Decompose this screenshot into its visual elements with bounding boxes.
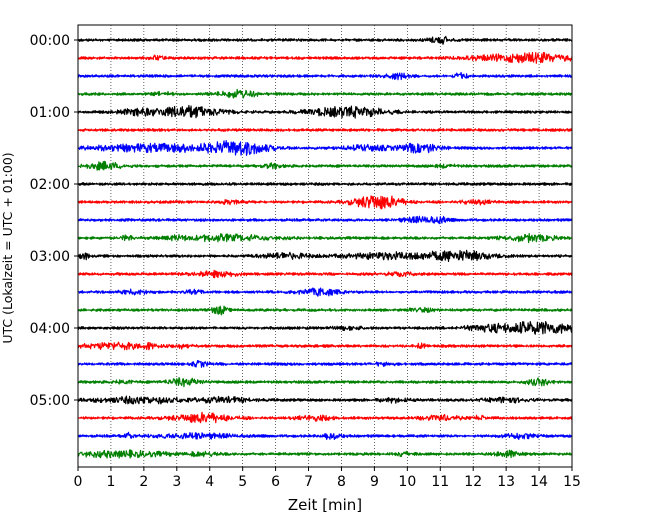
trace-0300 [77, 249, 573, 263]
x-tick-label: 0 [74, 474, 83, 490]
trace-0415 [77, 341, 573, 351]
trace-0215 [77, 195, 573, 210]
x-tick-label: 11 [431, 474, 449, 490]
trace-0330 [77, 287, 573, 297]
y-tick-label: 04:00 [30, 321, 70, 337]
trace-0515 [77, 411, 573, 424]
x-tick-label: 15 [563, 474, 581, 490]
x-tick-label: 10 [398, 474, 416, 490]
trace-0400 [77, 321, 573, 335]
x-tick-label: 13 [497, 474, 515, 490]
y-tick-label: 01:00 [30, 105, 70, 121]
trace-0115 [77, 128, 573, 132]
x-tick-label: 2 [139, 474, 148, 490]
plot-frame [77, 24, 573, 468]
y-tick-label: 05:00 [30, 393, 70, 409]
plot-background [78, 25, 572, 467]
x-tick-label: 7 [304, 474, 313, 490]
trace-0245 [77, 232, 573, 244]
trace-0530 [77, 431, 573, 441]
trace-0230 [77, 215, 573, 225]
y-axis-ticks: 00:00 01:00 02:00 03:00 04:00 05:00 [30, 33, 78, 409]
y-tick-label: 02:00 [30, 177, 70, 193]
trace-0045 [77, 88, 573, 99]
trace-0445 [77, 377, 573, 388]
trace-0200 [77, 182, 573, 186]
trace-0545 [77, 449, 573, 459]
trace-0100 [77, 104, 573, 119]
x-axis-title: Zeit [min] [288, 496, 362, 514]
x-tick-label: 6 [271, 474, 280, 490]
trace-0500 [77, 395, 573, 405]
trace-0000 [77, 35, 573, 45]
trace-0315 [77, 269, 573, 279]
trace-0345 [77, 305, 573, 316]
x-tick-label: 5 [238, 474, 247, 490]
x-tick-label: 1 [106, 474, 115, 490]
trace-0430 [77, 359, 573, 368]
trace-0030 [77, 71, 573, 81]
x-tick-label: 8 [337, 474, 346, 490]
x-tick-label: 3 [172, 474, 181, 490]
x-tick-label: 12 [464, 474, 482, 490]
y-tick-label: 03:00 [30, 249, 70, 265]
x-tick-label: 14 [530, 474, 548, 490]
x-tick-label: 4 [205, 474, 214, 490]
y-axis-title: UTC (Lokalzeit = UTC + 01:00) [0, 152, 15, 343]
x-tick-label: 9 [370, 474, 379, 490]
y-tick-label: 00:00 [30, 33, 70, 49]
trace-0015 [77, 51, 573, 64]
trace-0130 [77, 140, 573, 156]
seismic-traces [77, 35, 573, 459]
x-axis-ticks: 0 1 2 3 4 5 6 7 8 9 10 11 12 13 14 15 [74, 467, 581, 490]
trace-0145 [77, 160, 573, 171]
